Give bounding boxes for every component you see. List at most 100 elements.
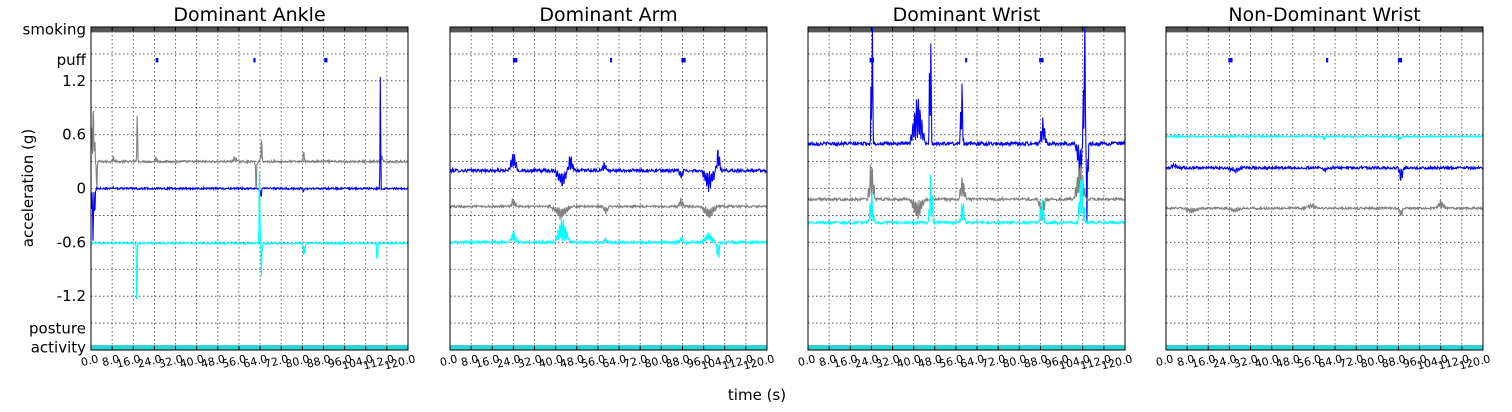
x-tick-label: 0.0 [80, 352, 100, 369]
x-tick-label: 40.0 [537, 352, 564, 371]
puff-marker [324, 57, 328, 63]
puff-marker [1397, 57, 1403, 63]
plot-frame [449, 26, 768, 351]
smoking-band [450, 27, 767, 33]
x-tick-label: 40.0 [178, 352, 205, 371]
x-tick-label: 16.0 [115, 352, 142, 371]
x-tick-label: 8.0 [818, 352, 838, 369]
y-axis-label: acceleration (g) [19, 129, 37, 247]
x-tick-label: 24.0 [853, 352, 880, 371]
x-tick-label: 16.0 [1190, 352, 1217, 371]
puff-marker [1228, 57, 1233, 63]
x-tick-label: 64.0 [242, 352, 269, 371]
x-tick-label: 8.0 [101, 352, 121, 369]
x-tick-label: 80.0 [1001, 352, 1028, 371]
x-tick-label: 16.0 [474, 352, 501, 371]
x-tick-label: 96.0 [1043, 352, 1070, 371]
smoking-band [808, 27, 1125, 33]
panel-1: Dominant Ankle 0.0 8.016.024.032.040.048.0… [23, 4, 417, 373]
plot-frame [90, 26, 409, 351]
x-tick-label: 32.0 [516, 352, 543, 371]
x-tick-label: 80.0 [284, 352, 311, 371]
x-tick-label: 56.0 [580, 352, 607, 371]
x-tick-label: 40.0 [895, 352, 922, 371]
y-tick-label: 1.2 [62, 72, 86, 90]
y-tick-label: 0.6 [62, 126, 86, 144]
x-tick-label: 88.0 [305, 352, 332, 371]
series-line [1166, 133, 1483, 142]
plot-frame [807, 26, 1126, 351]
x-tick-label: 64.0 [1317, 352, 1344, 371]
x-tick-label: 64.0 [601, 352, 628, 371]
x-tick-label: 40.0 [1253, 352, 1280, 371]
x-tick-label: 88.0 [1022, 352, 1049, 371]
x-tick-label: 88.0 [664, 352, 691, 371]
x-tick-label: 48.0 [200, 352, 227, 371]
y-category-label: puff [57, 51, 87, 69]
x-tick-label: 56.0 [1296, 352, 1323, 371]
series-line [450, 149, 767, 193]
x-tick-label: 32.0 [874, 352, 901, 371]
series-line [1166, 199, 1483, 216]
x-tick-label: 32.0 [1232, 352, 1259, 371]
puff-marker [155, 57, 159, 63]
x-tick-label: 72.0 [622, 352, 649, 371]
x-tick-label: 24.0 [495, 352, 522, 371]
activity-band [450, 345, 767, 350]
plot-area [91, 27, 408, 350]
x-tick-label: 88.0 [1380, 352, 1407, 371]
x-tick-label: 0.0 [1155, 352, 1175, 369]
series-line [91, 172, 408, 300]
x-tick-label: 56.0 [221, 352, 248, 371]
x-tick-label: 80.0 [643, 352, 670, 371]
plot-area [450, 27, 767, 350]
x-tick-label: 64.0 [959, 352, 986, 371]
y-category-label: smoking [23, 21, 87, 39]
series-line [91, 76, 408, 241]
puff-marker [512, 57, 518, 63]
x-tick-label: 48.0 [1275, 352, 1302, 371]
series-line [1166, 161, 1483, 181]
y-category-label: posture [29, 319, 86, 337]
series-line [808, 174, 1125, 226]
activity-band [91, 345, 408, 350]
x-tick-label: 96.0 [685, 352, 712, 371]
puff-marker [1326, 57, 1329, 63]
panel-title: Dominant Arm [539, 4, 677, 26]
panel-title: Dominant Ankle [173, 4, 325, 26]
plot-area [1166, 27, 1483, 350]
x-tick-label: 32.0 [157, 352, 184, 371]
activity-band [1166, 345, 1483, 350]
panel-title: Dominant Wrist [893, 4, 1041, 26]
x-tick-label: 16.0 [832, 352, 859, 371]
x-tick-label: 0.0 [797, 352, 817, 369]
series-line [450, 218, 767, 258]
x-tick-label: 0.0 [439, 352, 459, 369]
x-tick-label: 96.0 [326, 352, 353, 371]
panel-4: Non-Dominant Wrist 0.0 8.016.024.032.040.0… [1155, 4, 1492, 373]
x-tick-label: 72.0 [1338, 352, 1365, 371]
x-tick-label: 72.0 [263, 352, 290, 371]
smoking-band [91, 27, 408, 33]
x-tick-label: 56.0 [938, 352, 965, 371]
series-line [808, 27, 1125, 224]
y-category-label: activity [31, 338, 86, 356]
x-tick-label: 24.0 [1211, 352, 1238, 371]
plot-area [808, 27, 1125, 350]
x-tick-label: 24.0 [136, 352, 163, 371]
panel-3: Dominant Wrist 0.0 8.016.024.032.040.048.0… [797, 4, 1134, 373]
smoking-band [1166, 27, 1483, 33]
y-tick-label: -1.2 [57, 287, 86, 305]
series-line [91, 110, 408, 189]
x-tick-label: 48.0 [917, 352, 944, 371]
puff-marker [681, 57, 686, 63]
panel-title: Non-Dominant Wrist [1228, 4, 1420, 26]
x-tick-label: 48.0 [559, 352, 586, 371]
x-tick-label: 72.0 [980, 352, 1007, 371]
series-line [450, 197, 767, 220]
x-tick-label: 96.0 [1401, 352, 1428, 371]
activity-band [808, 345, 1125, 350]
x-tick-label: 8.0 [1176, 352, 1196, 369]
x-tick-label: 8.0 [460, 352, 480, 369]
